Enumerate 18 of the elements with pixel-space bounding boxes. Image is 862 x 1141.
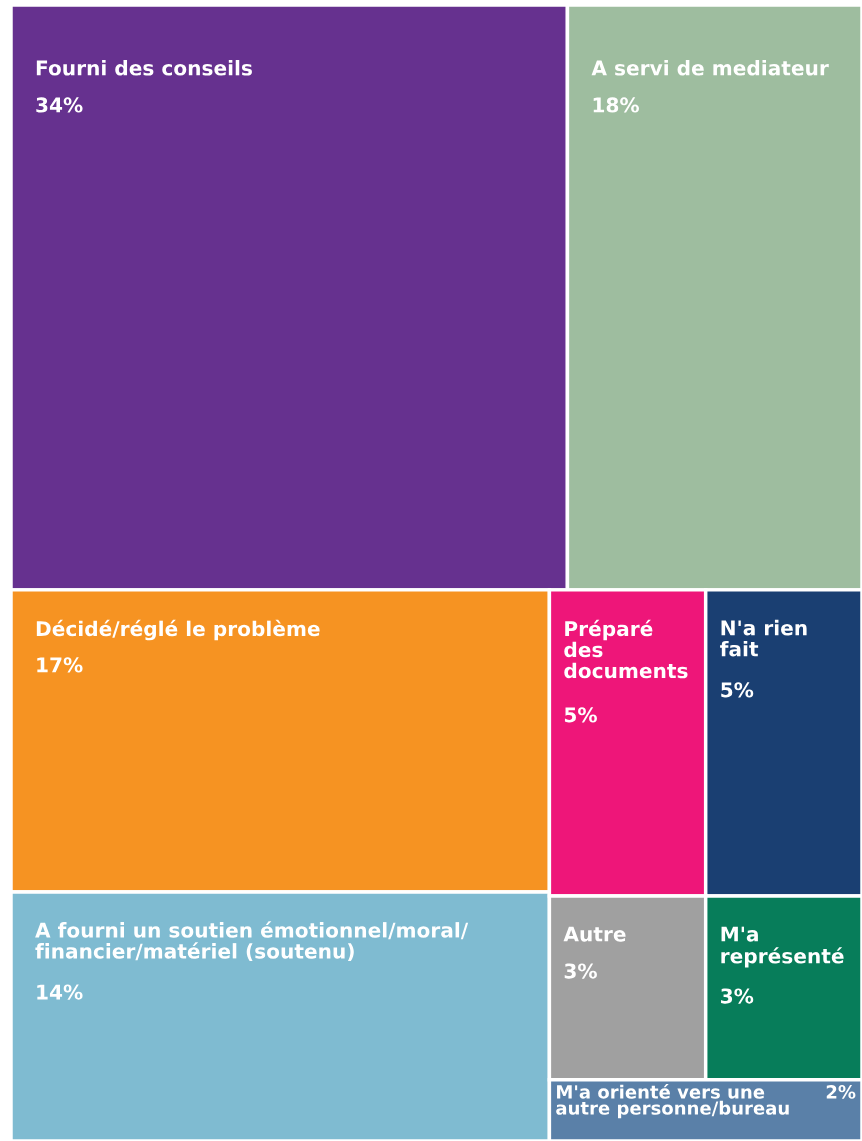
data-label: 3%	[564, 963, 597, 979]
category-label: Décidé/réglé le problème	[36, 619, 320, 641]
data-label: 17%	[37, 657, 83, 673]
category-label: A fourni un soutien émotionnel/moral/financier/matériel (soutenu)	[35, 921, 469, 962]
category-label: M'a représenté	[721, 926, 844, 968]
category-label: Autre	[563, 926, 626, 942]
data-label: 14%	[37, 984, 83, 1000]
data-label: 5%	[721, 682, 754, 698]
data-label: 34%	[36, 97, 83, 113]
category-label: A servi de mediateur	[591, 60, 829, 76]
category-label: M'a orienté vers une autre personne/bureau	[556, 1084, 789, 1119]
data-label: 3%	[721, 988, 754, 1004]
category-label: Fourni des conseils	[36, 60, 252, 76]
category-label: Préparé des documents	[564, 619, 688, 679]
data-label: 18%	[593, 97, 639, 113]
data-label: 2%	[826, 1085, 856, 1099]
category-label: N'a rien fait	[720, 619, 807, 657]
data-label: 5%	[564, 707, 597, 723]
